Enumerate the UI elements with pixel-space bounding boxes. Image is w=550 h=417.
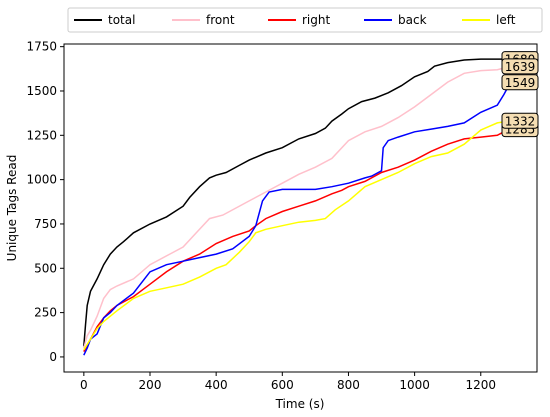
series-line-total [83, 58, 511, 347]
y-tick-label: 500 [34, 261, 57, 275]
legend-label-right: right [302, 13, 330, 27]
series-line-front [83, 65, 511, 349]
y-tick-label: 1250 [26, 128, 57, 142]
end-label-box-left [501, 112, 539, 129]
legend-box [67, 7, 543, 33]
series-line-back [83, 81, 512, 356]
series-line-right [83, 128, 511, 352]
end-labels: 16801639128515491332 [501, 51, 539, 138]
x-tick-label: 1000 [399, 378, 430, 392]
y-tick-label: 750 [34, 217, 57, 231]
x-axis: 0 200 400 600 800 1000 1200 [80, 372, 496, 392]
end-label-left: 1332 [505, 114, 536, 128]
x-axis-label: Time (s) [275, 397, 325, 411]
plot-frame [63, 43, 538, 373]
y-tick-label: 250 [34, 306, 57, 320]
y-tick-label: 1750 [26, 40, 57, 54]
legend-label-left: left [496, 13, 516, 27]
x-tick-label: 400 [205, 378, 228, 392]
legend-label-back: back [398, 13, 427, 27]
legend-label-front: front [206, 13, 235, 27]
end-label-box-back [501, 74, 539, 91]
x-tick-label: 0 [80, 378, 88, 392]
y-tick-label: 1000 [26, 173, 57, 187]
y-tick-label: 1500 [26, 84, 57, 98]
end-label-back: 1549 [505, 76, 536, 90]
x-tick-label: 800 [337, 378, 360, 392]
end-label-front: 1639 [505, 60, 536, 74]
x-tick-label: 200 [139, 378, 162, 392]
x-tick-label: 600 [271, 378, 294, 392]
legend-label-total: total [108, 13, 135, 27]
series-line-left [83, 120, 511, 351]
y-axis: 0 250 500 750 1000 1250 1500 1750 [26, 40, 64, 364]
y-axis-label: Unique Tags Read [5, 155, 19, 262]
x-tick-label: 1200 [465, 378, 496, 392]
legend: total front right back left [74, 13, 516, 27]
end-label-box-front [501, 58, 539, 75]
series-layer [83, 58, 512, 356]
y-tick-label: 0 [49, 350, 57, 364]
